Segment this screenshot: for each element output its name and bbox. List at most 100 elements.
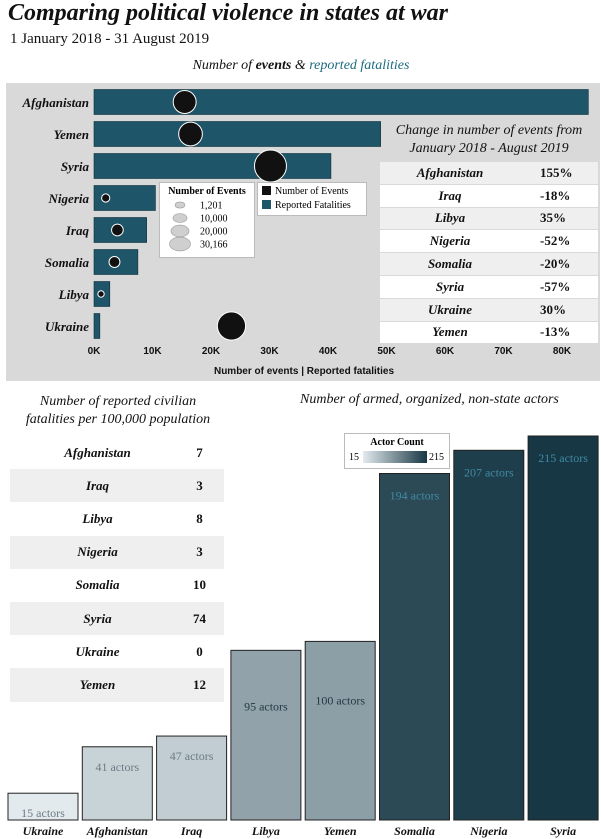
actor-count-legend: Actor Count 15 215 xyxy=(344,433,450,469)
actor-bar-iraq xyxy=(156,735,228,821)
civ-row-country: Iraq xyxy=(85,477,110,493)
actor-category-label: Syria xyxy=(550,824,576,838)
actor-value-label: 194 actors xyxy=(390,489,440,503)
change-row-value: 35% xyxy=(540,210,566,226)
events-legend-title: Number of Events xyxy=(168,186,246,197)
x-tick-label: 40K xyxy=(319,346,338,357)
events-legend-label: 20,000 xyxy=(200,227,228,238)
change-row-country: Afghanistan xyxy=(416,164,484,180)
civ-row-country: Yemen xyxy=(79,676,116,692)
title-prefix: Number of xyxy=(192,58,256,73)
events-size-legend: Number of Events 1,201 10,000 20,000 30,166 xyxy=(159,182,255,258)
top-chart-title: Number of events & reported fatalities xyxy=(0,58,602,74)
actor-category-label: Nigeria xyxy=(469,824,507,838)
actor-value-label: 207 actors xyxy=(464,465,514,479)
events-dot-yemen xyxy=(178,121,203,147)
series-legend-swatch xyxy=(262,186,271,195)
civ-row: Iraq 3 xyxy=(10,469,224,503)
actor-category-label: Libya xyxy=(251,824,280,838)
change-rows: Afghanistan 155% Iraq -18% Libya 35% Nigeria -5… xyxy=(380,162,598,345)
actor-value-label: 100 actors xyxy=(315,693,365,707)
actor-legend-gradient xyxy=(363,451,427,463)
events-dot-nigeria xyxy=(101,193,111,203)
actor-legend-max: 215 xyxy=(429,452,444,463)
actor-category-label: Ukraine xyxy=(23,824,64,838)
x-axis-label: Number of events | Reported fatalities xyxy=(214,366,394,377)
civ-row-value: 8 xyxy=(196,510,203,526)
change-row-value: -20% xyxy=(540,256,571,272)
category-label-nigeria: Nigeria xyxy=(48,191,90,206)
change-row-value: 155% xyxy=(540,164,573,180)
events-size-legend-graphic: Number of Events 1,201 10,000 20,000 30,166 xyxy=(168,186,246,252)
page-subtitle: 1 January 2018 - 31 August 2019 xyxy=(10,31,210,47)
civ-row: Syria 74 xyxy=(10,601,224,636)
actors-chart-title: Number of armed, organized, non-state ac… xyxy=(300,392,559,407)
actor-bar-afghanistan xyxy=(81,746,153,821)
title-amp: & xyxy=(291,58,310,73)
civ-title-line2: fatalities per 100,000 population xyxy=(25,412,211,427)
x-tick-label: 10K xyxy=(143,346,162,357)
actor-count-legend-graphic: Actor Count 15 215 xyxy=(349,437,444,463)
civ-title-line1: Number of reported civilian xyxy=(39,394,197,409)
change-table-title: Change in number of events from January … xyxy=(380,122,598,162)
events-dot-somalia xyxy=(108,256,121,268)
category-label-syria: Syria xyxy=(61,159,90,174)
series-legend-label: Number of Events xyxy=(275,186,348,197)
change-row-country: Somalia xyxy=(427,256,473,272)
x-tick-label: 80K xyxy=(553,346,572,357)
events-legend-swatch xyxy=(174,201,186,209)
actor-category-label: Afghanistan xyxy=(86,824,149,838)
civ-row: Nigeria 3 xyxy=(10,535,224,569)
page-title: Comparing political violence in states a… xyxy=(8,0,449,26)
actor-bar-nigeria xyxy=(453,449,525,821)
civ-row-country: Somalia xyxy=(75,577,120,593)
x-tick-label: 60K xyxy=(436,346,455,357)
actor-value-label: 47 actors xyxy=(170,749,214,763)
civ-row: Ukraine 0 xyxy=(10,635,224,669)
change-row: Afghanistan 155% xyxy=(380,162,598,185)
category-label-yemen: Yemen xyxy=(54,127,89,142)
events-dot-libya xyxy=(97,290,105,298)
change-row: Libya 35% xyxy=(380,207,598,231)
civ-row-value: 10 xyxy=(193,577,206,593)
actor-value-label: 95 actors xyxy=(244,699,288,713)
change-row: Iraq -18% xyxy=(380,184,598,208)
change-row-country: Yemen xyxy=(432,324,468,340)
series-legend-label: Reported Fatalities xyxy=(275,200,351,211)
title-events: events xyxy=(255,58,292,73)
events-legend-label: 1,201 xyxy=(200,201,223,212)
civ-row: Yemen 12 xyxy=(10,668,224,702)
civilian-table: Afghanistan 7 Iraq 3 Libya 8 Nigeria 3 Somalia 10… xyxy=(10,436,224,702)
civ-row: Afghanistan 7 xyxy=(10,436,224,470)
actor-legend-title: Actor Count xyxy=(370,437,424,448)
civ-row-country: Ukraine xyxy=(75,643,120,659)
category-label-libya: Libya xyxy=(58,287,90,302)
change-title-line2: January 2018 - August 2019 xyxy=(409,141,569,156)
change-row-country: Libya xyxy=(434,210,466,226)
x-tick-label: 30K xyxy=(260,346,279,357)
actor-category-label: Iraq xyxy=(180,824,202,838)
series-legend-swatch xyxy=(262,200,271,209)
fatalities-bar-afghanistan xyxy=(93,89,589,115)
civ-row-value: 74 xyxy=(193,610,206,626)
actor-bar-ukraine xyxy=(7,792,79,821)
change-row-country: Nigeria xyxy=(429,233,471,249)
events-legend-swatch xyxy=(170,224,190,238)
events-legend-swatch xyxy=(172,213,188,223)
change-row-country: Syria xyxy=(435,278,465,294)
change-row: Ukraine 30% xyxy=(380,298,598,322)
change-table: Change in number of events from January … xyxy=(380,122,598,345)
actor-bar-libya xyxy=(230,649,302,821)
events-dot-iraq xyxy=(111,223,124,237)
change-row-country: Ukraine xyxy=(427,301,473,317)
title-fatalities: reported fatalities xyxy=(309,58,410,73)
civ-row-country: Nigeria xyxy=(77,544,118,560)
change-row-value: -52% xyxy=(540,233,571,249)
change-row-value: -18% xyxy=(540,187,571,203)
change-row-country: Iraq xyxy=(438,187,462,203)
events-dot-afghanistan xyxy=(172,90,197,114)
change-row: Syria -57% xyxy=(380,275,598,299)
fatalities-bar-ukraine xyxy=(93,313,101,339)
civilian-table-title: Number of reported civilian fatalities p… xyxy=(12,393,224,429)
category-label-somalia: Somalia xyxy=(45,255,90,270)
